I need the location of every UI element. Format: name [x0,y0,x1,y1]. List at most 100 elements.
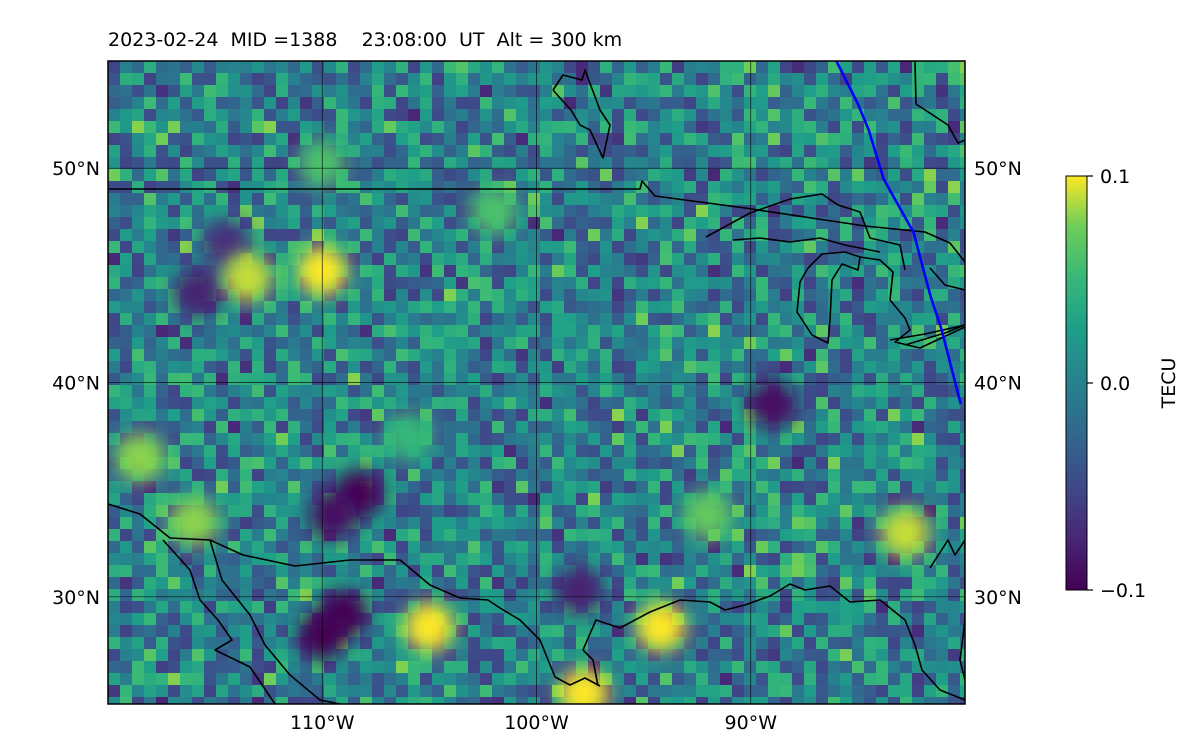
tec-cell [648,385,660,397]
tec-cell [120,697,132,704]
tec-cell [276,409,288,421]
tec-cell [528,169,540,181]
tec-cell [840,265,852,277]
tec-cell [276,253,288,265]
tec-cell [168,169,180,181]
tec-cell [420,73,432,85]
latitude-labels-right: 30°N40°N50°N [974,158,1022,609]
tec-cell [156,157,168,169]
tec-cell [192,457,204,469]
tec-cell [264,697,276,704]
tec-cell [900,169,912,181]
tec-cell [468,373,480,385]
tec-cell [480,133,492,145]
tec-cell [756,661,768,673]
tec-cell [912,301,924,313]
tec-cell [852,673,864,685]
tec-cell [792,409,804,421]
tec-hotspot [173,268,222,317]
tec-cell [192,229,204,241]
tec-cell [360,277,372,289]
tec-cell [888,433,900,445]
tec-cell [900,589,912,601]
tec-cell [792,61,804,73]
tec-cell [360,565,372,577]
tec-cell [480,97,492,109]
tec-cell [204,133,216,145]
tec-cell [684,217,696,229]
tec-cell [912,469,924,481]
tec-cell [780,445,792,457]
tec-cell [468,565,480,577]
tec-cell [840,613,852,625]
tec-cell [276,121,288,133]
tec-cell [108,385,120,397]
tec-cell [216,673,228,685]
tec-cell [756,613,768,625]
tec-cell [624,61,636,73]
tec-cell [840,457,852,469]
tec-cell [540,625,552,637]
tec-cell [636,85,648,97]
tec-cell [288,241,300,253]
tec-cell [576,349,588,361]
tec-cell [540,61,552,73]
tec-cell [816,85,828,97]
tec-cell [276,289,288,301]
tec-cell [612,541,624,553]
tec-cell [396,97,408,109]
tec-cell [420,469,432,481]
tec-cell [132,529,144,541]
tec-cell [936,217,948,229]
tec-cell [504,577,516,589]
tec-cell [840,685,852,697]
tec-cell [144,97,156,109]
tec-cell [468,457,480,469]
tec-cell [384,649,396,661]
tec-cell [348,433,360,445]
tec-cell [108,241,120,253]
tec-cell [360,685,372,697]
tec-cell [588,517,600,529]
tec-cell [240,181,252,193]
tec-cell [204,205,216,217]
tec-cell [912,493,924,505]
tec-cell [444,157,456,169]
tec-cell [432,589,444,601]
tec-cell [540,109,552,121]
tec-cell [612,469,624,481]
tec-cell [480,565,492,577]
tec-cell [408,277,420,289]
tec-cell [312,193,324,205]
tec-cell [108,661,120,673]
tec-cell [744,493,756,505]
tec-cell [156,121,168,133]
tec-cell [624,313,636,325]
tec-cell [852,433,864,445]
tec-cell [516,469,528,481]
tec-cell [144,229,156,241]
tec-cell [660,61,672,73]
tec-cell [852,457,864,469]
tec-cell [804,121,816,133]
tec-cell [804,205,816,217]
tec-cell [468,481,480,493]
tec-cell [348,85,360,97]
tec-cell [804,373,816,385]
tec-cell [660,409,672,421]
tec-cell [732,445,744,457]
tec-cell [960,397,965,409]
tec-cell [612,109,624,121]
tec-cell [276,229,288,241]
tec-cell [912,133,924,145]
tec-cell [552,637,564,649]
tec-cell [168,661,180,673]
tec-cell [924,373,936,385]
tec-cell [576,469,588,481]
tec-cell [348,553,360,565]
tec-cell [192,361,204,373]
tec-cell [648,181,660,193]
tec-cell [888,157,900,169]
tec-cell [756,193,768,205]
tec-cell [348,685,360,697]
